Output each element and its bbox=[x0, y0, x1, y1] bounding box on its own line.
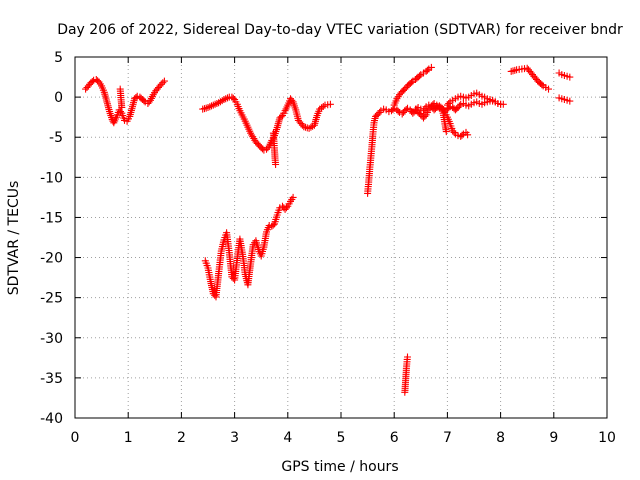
series-track-10 bbox=[555, 94, 574, 105]
data-point bbox=[442, 128, 450, 136]
data-points bbox=[82, 63, 574, 396]
x-tick-label: 3 bbox=[230, 430, 239, 446]
data-point bbox=[319, 103, 327, 110]
data-point bbox=[288, 96, 296, 104]
data-point bbox=[206, 103, 214, 111]
data-point bbox=[511, 66, 519, 74]
series-track-8 bbox=[507, 64, 552, 93]
y-tick-label: -20 bbox=[40, 251, 63, 267]
series-track-9 bbox=[555, 69, 574, 81]
series-track-6-dip bbox=[439, 109, 450, 136]
data-point bbox=[538, 81, 546, 89]
x-axis-ticks: 0 1 2 3 4 5 6 7 8 9 10 bbox=[71, 57, 616, 446]
series-track-2-tail bbox=[269, 129, 280, 168]
data-point bbox=[157, 80, 165, 88]
data-point bbox=[160, 77, 168, 85]
y-tick-label: 0 bbox=[54, 90, 63, 106]
data-point bbox=[156, 82, 164, 90]
x-tick-label: 7 bbox=[443, 430, 452, 446]
y-tick-label: -5 bbox=[49, 130, 63, 146]
data-point bbox=[283, 204, 290, 212]
data-point bbox=[117, 108, 124, 116]
data-point bbox=[272, 161, 280, 168]
y-tick-label: -15 bbox=[40, 210, 63, 226]
series-track-11 bbox=[401, 353, 411, 396]
data-point bbox=[545, 85, 552, 93]
x-tick-label: 0 bbox=[71, 430, 80, 446]
data-point bbox=[423, 66, 431, 74]
series-track-2 bbox=[199, 93, 334, 154]
x-tick-label: 6 bbox=[390, 430, 399, 446]
y-axis-ticks: 5 0 -5 -10 -15 -20 -25 -30 -35 -40 bbox=[40, 50, 607, 427]
data-point bbox=[289, 193, 297, 201]
data-point bbox=[455, 102, 463, 110]
data-point bbox=[464, 131, 472, 139]
data-point bbox=[376, 108, 384, 116]
y-tick-label: -30 bbox=[40, 331, 63, 347]
series-track-5 bbox=[390, 63, 435, 109]
data-point bbox=[497, 100, 505, 108]
data-point bbox=[118, 104, 126, 111]
series-track-4 bbox=[364, 97, 507, 197]
y-tick-label: -40 bbox=[40, 411, 63, 427]
series-track-1-rise bbox=[116, 85, 126, 111]
series-track-1 bbox=[82, 76, 168, 127]
data-point bbox=[427, 63, 435, 71]
data-point bbox=[88, 78, 96, 85]
data-point bbox=[434, 103, 442, 111]
series-track-6 bbox=[412, 100, 472, 140]
x-axis-label: GPS time / hours bbox=[281, 459, 398, 475]
grid-lines bbox=[75, 57, 607, 418]
x-tick-label: 5 bbox=[337, 430, 346, 446]
data-point bbox=[277, 113, 285, 121]
data-point bbox=[394, 107, 402, 115]
data-point bbox=[421, 112, 429, 120]
data-point bbox=[229, 94, 237, 102]
data-point bbox=[408, 78, 415, 86]
data-point bbox=[159, 79, 167, 87]
x-tick-label: 9 bbox=[549, 430, 558, 446]
data-point bbox=[140, 97, 148, 105]
x-tick-label: 8 bbox=[496, 430, 505, 446]
y-tick-label: 5 bbox=[54, 50, 63, 66]
data-point bbox=[445, 100, 453, 107]
data-point bbox=[450, 128, 458, 136]
x-tick-label: 10 bbox=[598, 430, 616, 446]
data-point bbox=[326, 100, 334, 108]
plot-frame bbox=[74, 56, 608, 419]
y-tick-label: -10 bbox=[40, 170, 63, 186]
y-tick-label: -25 bbox=[40, 291, 63, 307]
chart-title: Day 206 of 2022, Sidereal Day-to-day VTE… bbox=[57, 22, 623, 38]
x-tick-label: 2 bbox=[177, 430, 186, 446]
series-track-7 bbox=[443, 89, 505, 109]
data-point bbox=[220, 96, 228, 103]
y-axis-label: SDTVAR / TECUs bbox=[6, 181, 22, 296]
series-track-3 bbox=[201, 193, 297, 301]
data-point bbox=[416, 72, 423, 80]
x-tick-label: 4 bbox=[283, 430, 292, 446]
data-point bbox=[566, 73, 574, 81]
x-tick-label: 1 bbox=[124, 430, 133, 446]
y-tick-label: -35 bbox=[40, 371, 63, 387]
data-point bbox=[404, 353, 411, 361]
data-point bbox=[566, 97, 574, 105]
